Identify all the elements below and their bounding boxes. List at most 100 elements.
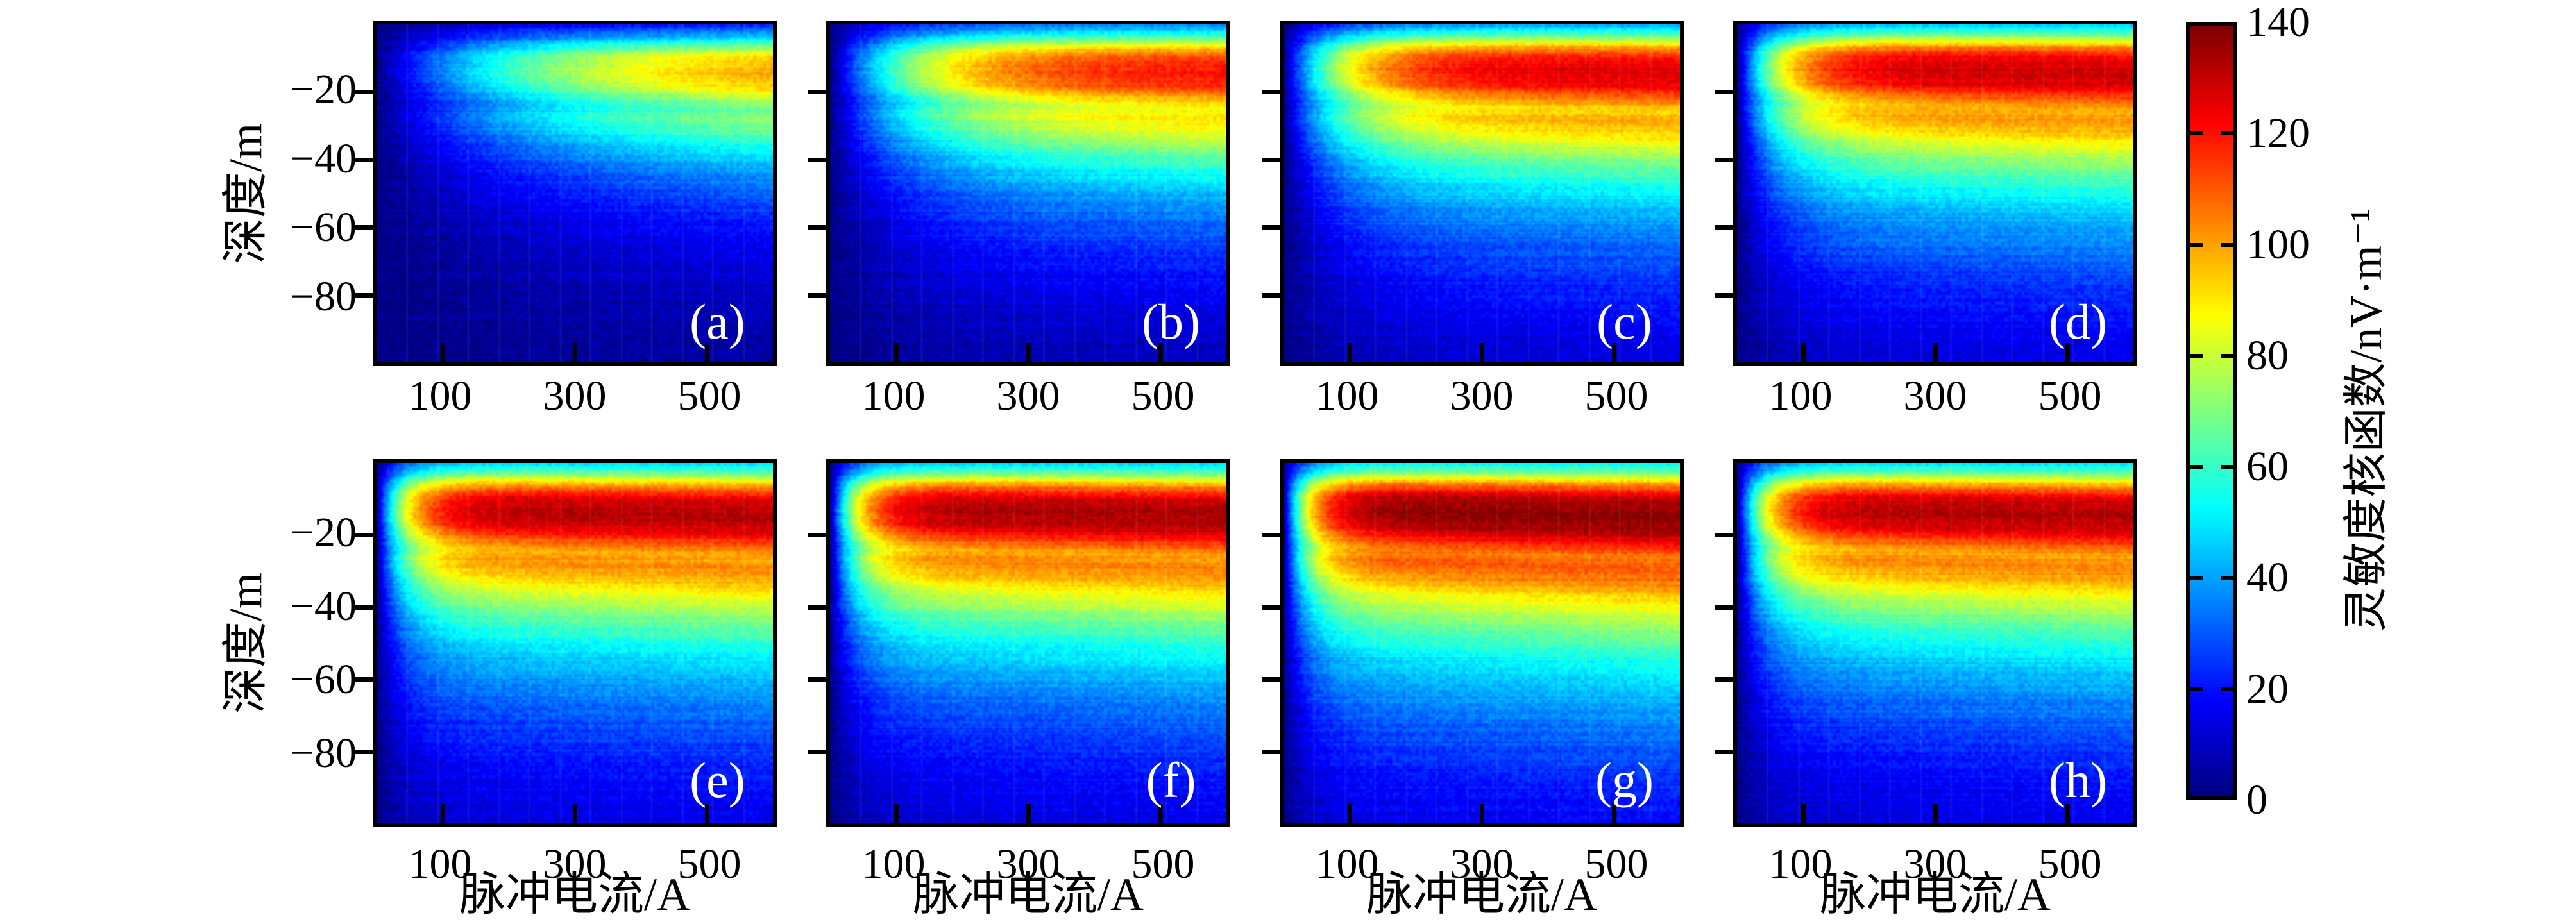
x-tick-label: 100: [1768, 373, 1833, 419]
heatmap-panel-e: (e): [355, 459, 777, 827]
x-tick-mark: [1801, 343, 1806, 362]
x-tick-label: 300: [996, 841, 1060, 887]
y-tick-mark: [1262, 157, 1280, 162]
panel-label-c: (c): [1597, 293, 1652, 349]
colorbar-tick-mark: [2221, 465, 2233, 469]
y-tick-mark: [1262, 605, 1280, 610]
y-tick-label: −60: [290, 204, 357, 251]
y-tick-mark: [808, 533, 826, 538]
colorbar-tick-label: 20: [2246, 665, 2289, 712]
y-tick-mark: [1262, 292, 1280, 298]
x-tick-label: 500: [1584, 841, 1648, 887]
panel-label-e: (e): [690, 752, 745, 808]
y-tick-mark: [355, 749, 373, 754]
colorbar-tick-mark: [2190, 131, 2203, 136]
y-tick-mark: [808, 157, 826, 162]
x-tick-label: 100: [1315, 841, 1379, 887]
y-tick-label: −60: [290, 656, 357, 703]
x-tick-label: 300: [1903, 841, 1967, 887]
colorbar-tick-label: 140: [2246, 0, 2310, 46]
x-tick-mark: [1158, 804, 1163, 823]
heatmap-panel-a: (a): [355, 21, 777, 366]
colorbar-tick-label: 80: [2246, 332, 2289, 379]
x-tick-mark: [1348, 343, 1352, 362]
x-tick-mark: [2065, 804, 2070, 823]
heatmap-panel-h: (h): [1715, 459, 2137, 827]
y-tick-label: −80: [290, 730, 357, 777]
x-tick-label: 100: [408, 373, 472, 419]
heatmap-canvas-a: [377, 24, 773, 362]
colorbar-tick-mark: [2190, 242, 2203, 247]
x-tick-mark: [1801, 804, 1806, 823]
panel-label-b: (b): [1141, 293, 1200, 349]
y-tick-label: −20: [290, 508, 357, 556]
colorbar-tick-mark: [2221, 687, 2233, 691]
heatmap-canvas-g: [1284, 463, 1680, 823]
x-axis-label-col3: 脉冲电流/A: [1366, 869, 1598, 920]
x-tick-label: 300: [1450, 373, 1514, 419]
x-tick-mark: [1933, 804, 1938, 823]
y-tick-mark: [1262, 90, 1280, 95]
x-tick-label: 500: [1584, 373, 1648, 419]
x-tick-label: 500: [677, 373, 741, 419]
colorbar-tick-mark: [2190, 353, 2203, 358]
colorbar: [2186, 22, 2237, 800]
heatmap-panel-b: (b): [808, 21, 1230, 366]
x-tick-mark: [441, 343, 445, 362]
y-tick-mark: [355, 677, 373, 682]
panel-label-f: (f): [1146, 752, 1196, 808]
y-axis-label-bottom-row: 深度/m: [220, 572, 271, 714]
heatmap-panel-g: (g): [1262, 459, 1684, 827]
y-tick-label: −40: [290, 582, 357, 630]
y-tick-mark: [355, 225, 373, 230]
colorbar-tick-mark: [2190, 576, 2203, 580]
y-tick-mark: [355, 605, 373, 610]
y-tick-mark: [808, 90, 826, 95]
x-tick-label: 300: [996, 373, 1060, 419]
colorbar-tick-label: 0: [2246, 777, 2267, 823]
x-tick-label: 100: [861, 373, 926, 419]
x-tick-mark: [1933, 343, 1938, 362]
y-tick-mark: [1715, 225, 1733, 230]
x-tick-mark: [705, 804, 709, 823]
y-tick-label: −40: [290, 135, 357, 182]
y-tick-mark: [1262, 225, 1280, 230]
x-tick-mark: [894, 804, 899, 823]
x-tick-label: 100: [1768, 841, 1833, 887]
y-tick-mark: [808, 749, 826, 754]
x-axis-label-col2: 脉冲电流/A: [912, 869, 1144, 920]
y-tick-mark: [808, 605, 826, 610]
heatmap-panel-f: (f): [808, 459, 1230, 827]
y-tick-mark: [1262, 749, 1280, 754]
y-tick-mark: [1262, 533, 1280, 538]
panel-label-d: (d): [2048, 293, 2107, 349]
x-tick-label: 500: [1131, 373, 1195, 419]
y-tick-mark: [808, 225, 826, 230]
y-tick-label: −80: [290, 273, 357, 321]
panel-label-a: (a): [690, 293, 745, 349]
x-tick-mark: [573, 804, 577, 823]
y-tick-mark: [1715, 157, 1733, 162]
y-tick-mark: [1715, 749, 1733, 754]
panel-label-h: (h): [2048, 752, 2107, 808]
x-axis-label-col1: 脉冲电流/A: [459, 869, 691, 920]
y-tick-mark: [355, 292, 373, 298]
y-tick-mark: [355, 157, 373, 162]
heatmap-canvas-c: [1284, 24, 1680, 362]
colorbar-tick-mark: [2221, 353, 2233, 358]
y-tick-mark: [355, 533, 373, 538]
heatmap-canvas-f: [830, 463, 1226, 823]
colorbar-tick-mark: [2190, 465, 2203, 469]
x-tick-label: 100: [861, 841, 926, 887]
colorbar-tick-mark: [2221, 576, 2233, 580]
heatmap-panel-c: (c): [1262, 21, 1684, 366]
y-tick-mark: [808, 292, 826, 298]
x-tick-mark: [705, 343, 709, 362]
x-tick-mark: [1480, 804, 1484, 823]
y-tick-mark: [355, 90, 373, 95]
y-tick-label: −20: [290, 65, 357, 113]
heatmap-panel-d: (d): [1715, 21, 2137, 366]
x-tick-mark: [894, 343, 899, 362]
heatmap-canvas-e: [377, 463, 773, 823]
